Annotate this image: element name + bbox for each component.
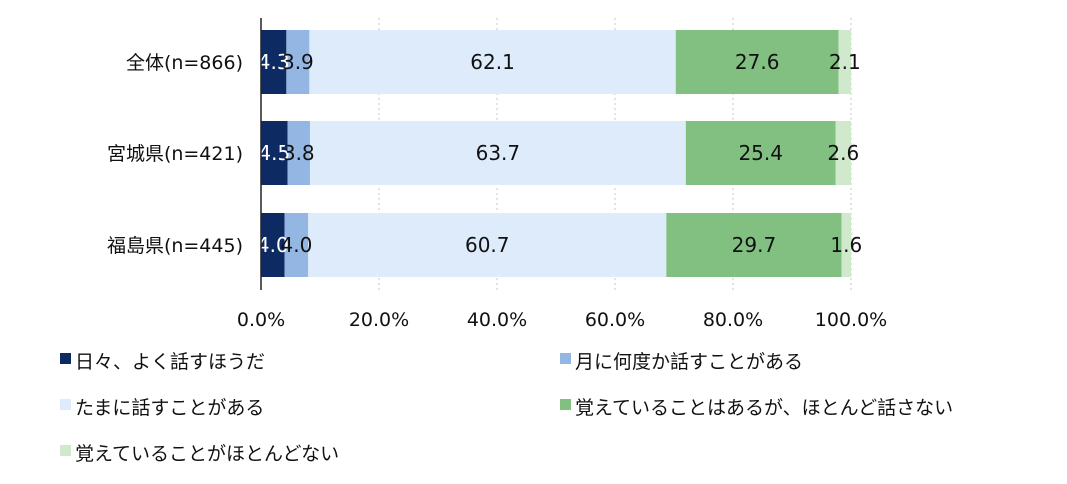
legend-item: たまに話すことがある — [60, 397, 264, 419]
x-tick-label: 80.0% — [703, 309, 763, 331]
category-label: 全体(n=866) — [126, 52, 243, 74]
data-label: 27.6 — [735, 50, 780, 74]
bar-segment — [261, 213, 285, 277]
legend-item: 覚えていることはあるが、ほとんど話さない — [560, 397, 953, 419]
bar-segment — [309, 30, 676, 94]
data-label: 4.0 — [257, 233, 289, 257]
legend-swatch — [560, 399, 571, 410]
bar-segment — [675, 30, 839, 94]
data-label: 4.5 — [258, 141, 290, 165]
category-label: 宮城県(n=421) — [107, 143, 243, 165]
data-labels: 4.33.9 62.1 27.6 2.1 4.53.8 63.7 25.4 2.6 4.04.0… — [257, 50, 862, 257]
bar-segment — [838, 30, 851, 94]
data-label: 3.8 — [283, 141, 315, 165]
legend-swatch — [60, 445, 71, 456]
x-tick-label: 0.0% — [237, 309, 285, 331]
x-tick-label: 100.0% — [815, 309, 887, 331]
bars — [261, 30, 851, 277]
legend-label: 覚えていることがほとんどない — [75, 443, 339, 465]
data-label: 63.7 — [476, 141, 521, 165]
bar-segment — [287, 121, 310, 185]
bar-segment — [261, 121, 288, 185]
bar-segment — [286, 30, 310, 94]
legend-item: 覚えていることがほとんどない — [60, 443, 339, 465]
data-label: 60.7 — [465, 233, 510, 257]
category-label: 福島県(n=445) — [107, 235, 243, 257]
data-label: 62.1 — [470, 50, 515, 74]
bar-segment — [308, 213, 667, 277]
data-label: 2.6 — [827, 141, 859, 165]
x-tick-label: 60.0% — [585, 309, 645, 331]
data-label: 25.4 — [738, 141, 783, 165]
data-label: 4.0 — [280, 233, 312, 257]
axes: 全体(n=866) 宮城県(n=421) 福島県(n=445) 0.0% 20.0% 40… — [107, 18, 887, 331]
data-label: 29.7 — [732, 233, 777, 257]
legend-label: たまに話すことがある — [75, 397, 264, 419]
legend-item: 日々、よく話すほうだ — [60, 351, 265, 373]
bar-segment — [284, 213, 309, 277]
bar-segment — [841, 213, 851, 277]
legend-label: 月に何度か話すことがある — [575, 351, 803, 373]
data-label: 1.6 — [830, 233, 862, 257]
bar-segment — [309, 121, 686, 185]
bar-segment — [835, 121, 851, 185]
data-label: 2.1 — [829, 50, 861, 74]
bar-segment — [666, 213, 842, 277]
data-label: 3.9 — [282, 50, 314, 74]
legend-swatch — [560, 353, 571, 364]
legend-label: 覚えていることはあるが、ほとんど話さない — [575, 397, 953, 419]
legend-swatch — [60, 353, 71, 364]
legend-swatch — [60, 399, 71, 410]
legend-item: 月に何度か話すことがある — [560, 351, 803, 373]
x-tick-label: 20.0% — [349, 309, 409, 331]
data-label: 4.3 — [258, 50, 290, 74]
bar-segment — [261, 30, 287, 94]
x-tick-label: 40.0% — [467, 309, 527, 331]
legend-label: 日々、よく話すほうだ — [75, 351, 265, 373]
bar-segment — [685, 121, 836, 185]
